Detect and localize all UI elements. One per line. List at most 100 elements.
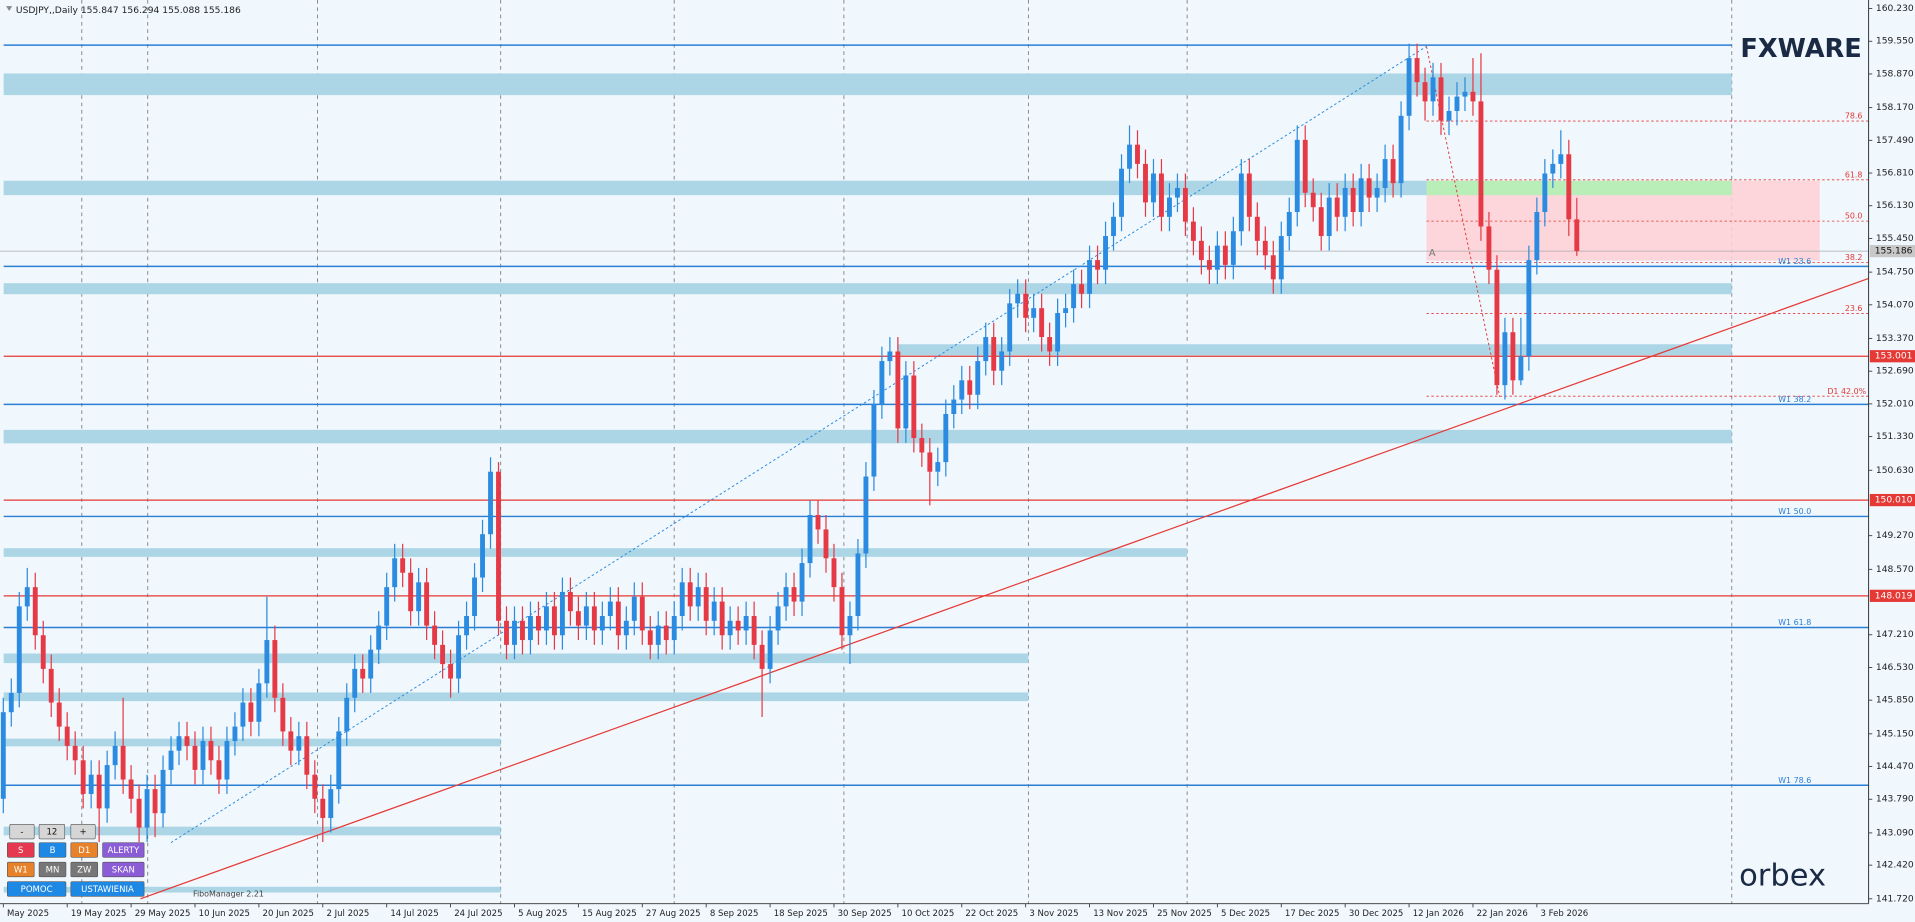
red-level-label: 148.019 xyxy=(1875,591,1913,601)
candle-body xyxy=(304,736,310,775)
candle-body xyxy=(1558,154,1564,164)
button-bg[interactable] xyxy=(9,823,35,840)
button-label[interactable]: D1 xyxy=(78,846,90,856)
button-bg[interactable] xyxy=(102,842,145,858)
candle-body xyxy=(943,413,949,463)
button-label[interactable]: SKAN xyxy=(112,866,135,876)
toolbar-button[interactable]: POMOC xyxy=(7,881,67,897)
candle-body xyxy=(1334,197,1340,217)
candle-body xyxy=(88,774,94,794)
button-bg[interactable] xyxy=(70,823,96,840)
candle-body xyxy=(775,606,781,631)
candle-body xyxy=(1502,332,1508,386)
toolbar-button[interactable]: ALERTY xyxy=(102,842,145,858)
x-tick-label: 2 Jul 2025 xyxy=(326,909,369,919)
y-tick-label: 157.490 xyxy=(1876,136,1914,146)
candle-body xyxy=(1302,139,1308,193)
candle-body xyxy=(679,582,685,616)
candle-body xyxy=(200,741,206,770)
candle-body xyxy=(48,668,54,703)
toolbar-button[interactable]: - xyxy=(9,823,35,840)
button-bg[interactable] xyxy=(102,861,145,878)
toolbar-button[interactable]: D1 xyxy=(70,842,99,858)
button-bg[interactable] xyxy=(7,842,35,858)
button-label[interactable]: USTAWIENIA xyxy=(81,885,134,895)
x-tick-label: 29 May 2025 xyxy=(135,909,191,919)
candle-body xyxy=(927,452,933,472)
button-label[interactable]: B xyxy=(50,846,56,856)
x-tick-label: 13 Nov 2025 xyxy=(1093,909,1148,919)
button-label[interactable]: ZW xyxy=(77,866,92,876)
candle-body xyxy=(1174,187,1180,198)
toolbar-button[interactable]: + xyxy=(70,823,96,840)
candle-body xyxy=(272,640,278,698)
y-tick-label: 159.550 xyxy=(1876,37,1914,47)
x-tick-label: 12 Jan 2026 xyxy=(1413,909,1464,919)
toolbar-button[interactable]: SKAN xyxy=(102,861,145,878)
button-bg[interactable] xyxy=(38,842,67,858)
button-bg[interactable] xyxy=(38,823,66,840)
indicator-label: FiboManager 2.21 xyxy=(193,889,264,898)
fib-level-label: 61.8 xyxy=(1845,170,1863,179)
button-label[interactable]: MN xyxy=(46,866,60,876)
candle-body xyxy=(1390,159,1396,184)
button-label[interactable]: W1 xyxy=(14,866,28,876)
red-level-label-box xyxy=(1869,589,1915,602)
toolbar-button[interactable]: MN xyxy=(38,861,67,878)
button-label[interactable]: POMOC xyxy=(21,885,53,895)
y-tick-label: 160.230 xyxy=(1876,4,1914,14)
button-bg[interactable] xyxy=(38,861,67,878)
button-label[interactable]: - xyxy=(20,828,23,838)
candle-body xyxy=(160,769,166,814)
candle-body xyxy=(639,596,645,631)
candle-body xyxy=(975,361,981,395)
button-label[interactable]: + xyxy=(79,828,86,838)
candle-body xyxy=(1574,219,1580,252)
candle-body xyxy=(1159,173,1164,217)
button-bg[interactable] xyxy=(70,881,145,897)
y-tick-label: 155.450 xyxy=(1876,234,1914,244)
candle-body xyxy=(1206,260,1212,270)
button-bg[interactable] xyxy=(70,861,99,878)
candle-body xyxy=(1127,144,1132,169)
candle-body xyxy=(599,615,605,631)
y-tick-label: 154.750 xyxy=(1876,268,1914,278)
candle-body xyxy=(839,587,845,636)
x-tick-label: 30 Dec 2025 xyxy=(1349,909,1404,919)
zone xyxy=(3,886,501,893)
toolbar-button[interactable]: W1 xyxy=(7,861,35,878)
candle-body xyxy=(344,697,350,732)
button-bg[interactable] xyxy=(70,842,99,858)
candle-body xyxy=(440,644,446,665)
candle-body xyxy=(1031,308,1037,318)
candle-body xyxy=(815,514,821,530)
candle-body xyxy=(512,620,517,645)
y-tick-label: 149.270 xyxy=(1876,531,1914,541)
candle-body xyxy=(703,587,709,621)
candle-body xyxy=(1230,231,1236,265)
toolbar-button[interactable]: 12 xyxy=(38,823,66,840)
toolbar-button[interactable]: B xyxy=(38,842,67,858)
button-bg[interactable] xyxy=(7,861,35,878)
x-tick-label: 5 Dec 2025 xyxy=(1221,909,1270,919)
toolbar-button[interactable]: USTAWIENIA xyxy=(70,881,145,897)
w1-level-label: W1 50.0 xyxy=(1778,507,1811,516)
button-label[interactable]: 12 xyxy=(46,828,57,838)
button-label[interactable]: S xyxy=(18,846,23,856)
toolbar-button[interactable]: S xyxy=(7,842,35,858)
candle-body xyxy=(144,789,150,828)
zone xyxy=(3,738,501,747)
button-label[interactable]: ALERTY xyxy=(107,846,139,856)
button-bg[interactable] xyxy=(7,881,67,897)
zone xyxy=(3,429,1732,444)
y-tick-label: 144.470 xyxy=(1876,762,1914,772)
candle-body xyxy=(687,582,693,607)
toolbar-button[interactable]: ZW xyxy=(70,861,99,878)
candle-body xyxy=(472,577,477,616)
fib-level-label: 38.2 xyxy=(1845,253,1863,262)
red-level-label: 153.001 xyxy=(1875,352,1913,362)
candle-body xyxy=(184,736,190,746)
candle-body xyxy=(416,582,422,612)
y-tick-label: 156.130 xyxy=(1876,201,1914,211)
y-tick-label: 151.330 xyxy=(1876,432,1914,442)
